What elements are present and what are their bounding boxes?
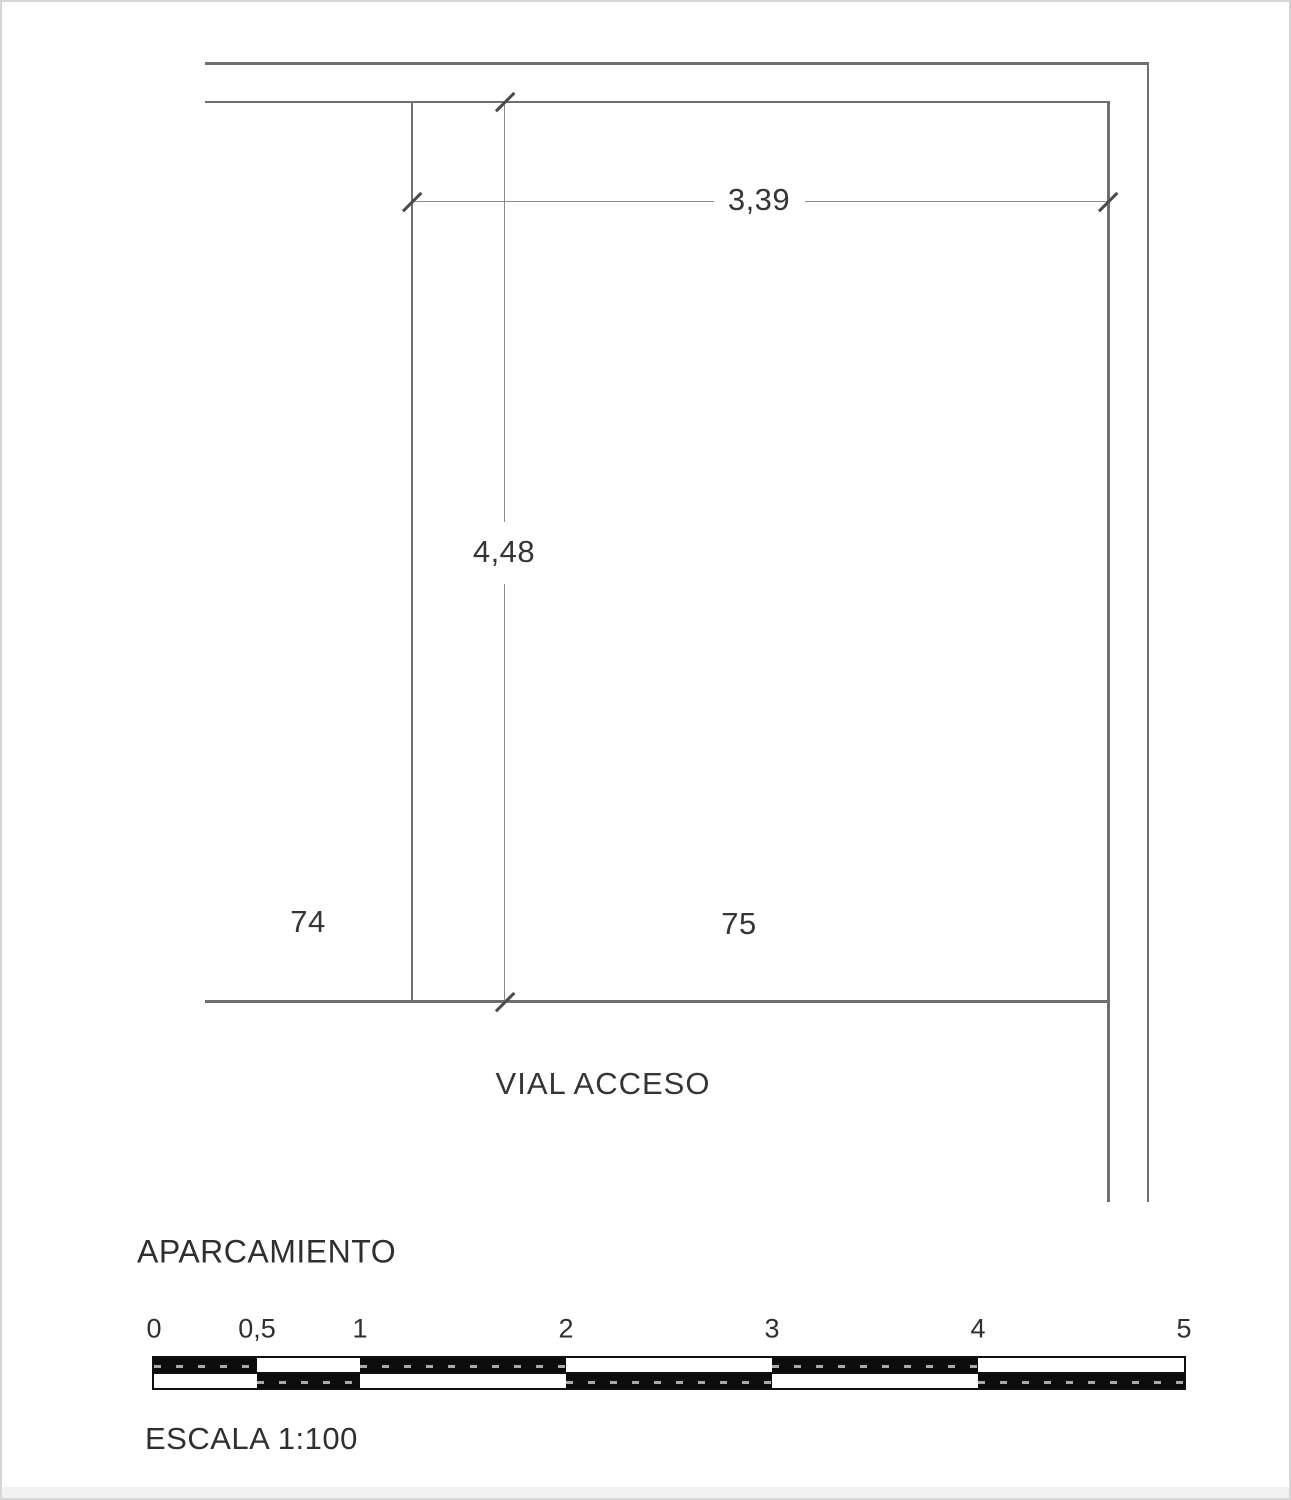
- scale-tick-3: 3: [764, 1313, 780, 1344]
- graphic-scale-bar: [152, 1356, 1186, 1390]
- scale-tick-4: 4: [970, 1313, 986, 1344]
- scale-segment: [360, 1374, 566, 1388]
- dim-depth-line-bottom: [503, 584, 506, 1002]
- scale-segment: [257, 1358, 360, 1372]
- sheet-title: APARCAMIENTO: [137, 1233, 397, 1270]
- space-number-75: 75: [721, 906, 757, 941]
- space-number-74: 74: [290, 904, 326, 939]
- wall-top-inner: [205, 100, 1110, 103]
- dim-width-line-left: [412, 200, 714, 203]
- scale-segment: [257, 1374, 360, 1388]
- page-bottom-strip: [2, 1487, 1289, 1498]
- scale-segment: [360, 1358, 566, 1372]
- scale-tick-0-5: 0,5: [238, 1313, 276, 1344]
- scale-bar-bottom-row: [154, 1372, 1184, 1388]
- wall-right-outer: [1146, 62, 1149, 1202]
- dim-depth-label: 4,48: [472, 534, 536, 569]
- scale-tick-2: 2: [558, 1313, 574, 1344]
- scale-segment: [566, 1358, 772, 1372]
- scale-tick-5: 5: [1176, 1313, 1192, 1344]
- wall-top-outer: [205, 62, 1149, 65]
- scale-segment: [772, 1374, 978, 1388]
- scale-tick-0: 0: [146, 1313, 162, 1344]
- wall-right-inner: [1107, 100, 1110, 1202]
- scale-segment: [772, 1358, 978, 1372]
- scale-segment: [978, 1358, 1184, 1372]
- space-divider-line: [410, 101, 414, 1002]
- space-front-line: [205, 1000, 1110, 1003]
- scale-segment: [978, 1374, 1184, 1388]
- scale-tick-1: 1: [352, 1313, 368, 1344]
- scale-segment: [154, 1374, 257, 1388]
- dim-width-label: 3,39: [727, 182, 791, 217]
- scale-segment: [566, 1374, 772, 1388]
- dim-depth-line-top: [503, 102, 506, 522]
- scale-segment: [154, 1358, 257, 1372]
- scale-bar-top-row: [154, 1358, 1184, 1372]
- scale-caption: ESCALA 1:100: [145, 1421, 358, 1456]
- road-label: VIAL ACCESO: [495, 1066, 711, 1101]
- dim-width-line-right: [805, 200, 1108, 203]
